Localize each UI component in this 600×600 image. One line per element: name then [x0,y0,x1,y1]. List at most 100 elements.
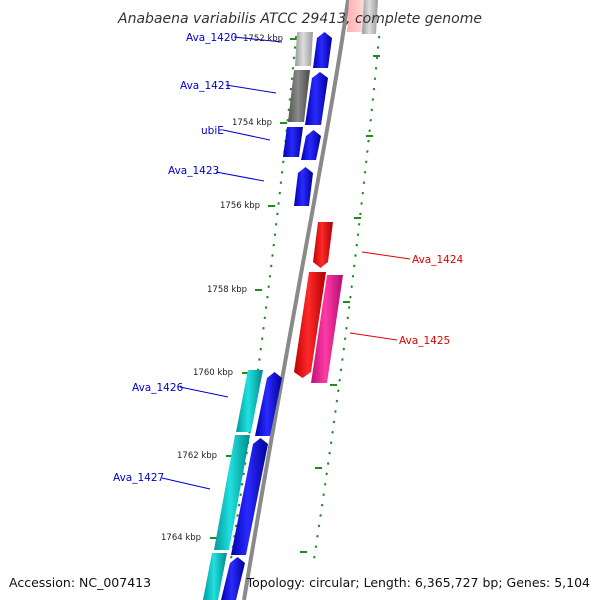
inner-tick [290,77,294,81]
inner-tick [230,555,233,559]
inner-tick [289,87,293,91]
gene-ava-1421[interactable] [305,72,328,125]
outer-tick [346,316,350,320]
outer-tick [339,368,343,372]
feature-top-red-pale[interactable] [347,0,365,32]
inner-tick [280,170,284,174]
feature-top-gray[interactable] [362,0,378,34]
outer-tick [350,285,353,289]
inner-tick [291,66,295,70]
leader-ava-1424 [361,251,411,260]
leader-ava-1423 [215,171,265,182]
outer-tick [367,139,370,143]
inner-tick [287,108,291,112]
kbp-label-1758: 1758 kbp [207,285,247,295]
gene-label-ava-1421[interactable]: Ava_1421 [180,80,231,92]
outer-tick [326,462,330,465]
outer-tick [329,441,333,445]
outer-tick [341,358,344,361]
inner-tick [233,534,236,538]
inner-tick [240,482,244,486]
gene-ubie[interactable] [301,130,321,160]
inner-tick [294,35,298,39]
leader-ava-1421 [225,84,277,94]
accession-text: Accession: NC_007413 [9,575,151,590]
outer-tick [369,118,372,122]
outer-tick [368,129,371,133]
outer-tick [342,347,346,351]
outer-tick [355,243,359,247]
outer-tick [335,399,339,403]
outer-tick [338,378,341,382]
gene-bottom[interactable] [221,557,245,600]
outer-tick [364,160,368,164]
topology-summary: Topology: circular; Length: 6,365,727 bp… [246,575,590,590]
outer-tick [349,295,352,299]
inner-tick [236,514,239,517]
gene-label-ava-1420[interactable]: Ava_1420 [186,32,237,44]
inner-tick [278,191,282,195]
outer-tick [332,420,336,424]
outer-tick [362,181,366,185]
gene-label-ava-1427[interactable]: Ava_1427 [113,472,164,484]
cds-ava-1426[interactable] [236,370,263,432]
kbp-label-1754: 1754 kbp [232,118,272,128]
leader-ava-1427 [161,477,211,490]
map-title: Anabaena variabilis ATCC 29413, complete… [117,11,482,27]
inner-tick [272,243,276,247]
kbp-label-1752: 1752 kbp [243,34,283,44]
leader-ava-1420 [233,36,283,43]
gene-label-ava-1426[interactable]: Ava_1426 [132,382,184,394]
outer-tick [313,555,316,559]
gene-ava-1424[interactable] [313,222,333,268]
cds-ava-1421[interactable] [288,70,310,122]
outer-tick [314,545,318,549]
outer-tick [347,306,351,309]
inner-tick [263,316,267,320]
cds-ava-1420[interactable] [295,32,313,66]
outer-tick [373,77,377,81]
inner-tick [266,295,269,299]
cds-ava-1425[interactable] [294,272,326,378]
outer-tick [370,108,374,112]
outer-tick [323,482,327,486]
outer-tick [319,514,322,517]
inner-tick [273,233,277,237]
outer-tick [375,56,379,60]
gene-ava-1420[interactable] [313,32,332,68]
gene-label-ubie[interactable]: ubiE [201,125,224,137]
outer-tick [354,254,357,257]
gene-label-ava-1423[interactable]: Ava_1423 [168,165,219,177]
inner-tick [239,493,242,497]
inner-tick [267,285,270,289]
leader-ava-1426 [179,386,229,398]
gene-label-ava-1424[interactable]: Ava_1424 [412,254,464,266]
outer-tick [317,524,321,528]
gene-ava-1427[interactable] [231,438,268,555]
gene-ava-1425[interactable] [311,275,343,383]
outer-tick [331,430,334,434]
inner-tick [262,326,265,330]
genome-backbone [242,0,350,600]
kbp-label-1760: 1760 kbp [193,368,233,378]
cds-bottom[interactable] [203,553,227,600]
gene-ava-1423[interactable] [294,167,313,206]
gene-label-ava-1425[interactable]: Ava_1425 [399,335,450,347]
gene-ava-1426[interactable] [255,372,282,436]
outer-tick [320,503,324,507]
inner-tick [281,160,285,164]
kbp-label-1764: 1764 kbp [161,533,201,543]
inner-tick [260,337,264,341]
outer-tick [325,472,328,476]
inner-tick [288,98,292,101]
inner-tick [293,46,297,49]
inner-tick [276,212,279,216]
cds-ubie[interactable] [283,127,303,157]
outer-tick [377,35,381,39]
leader-ubie [222,129,271,141]
outer-tick [360,202,363,205]
leader-ava-1425 [349,332,398,341]
cds-ava-1427[interactable] [214,435,250,550]
outer-tick [376,46,380,49]
outer-tick [316,534,319,538]
